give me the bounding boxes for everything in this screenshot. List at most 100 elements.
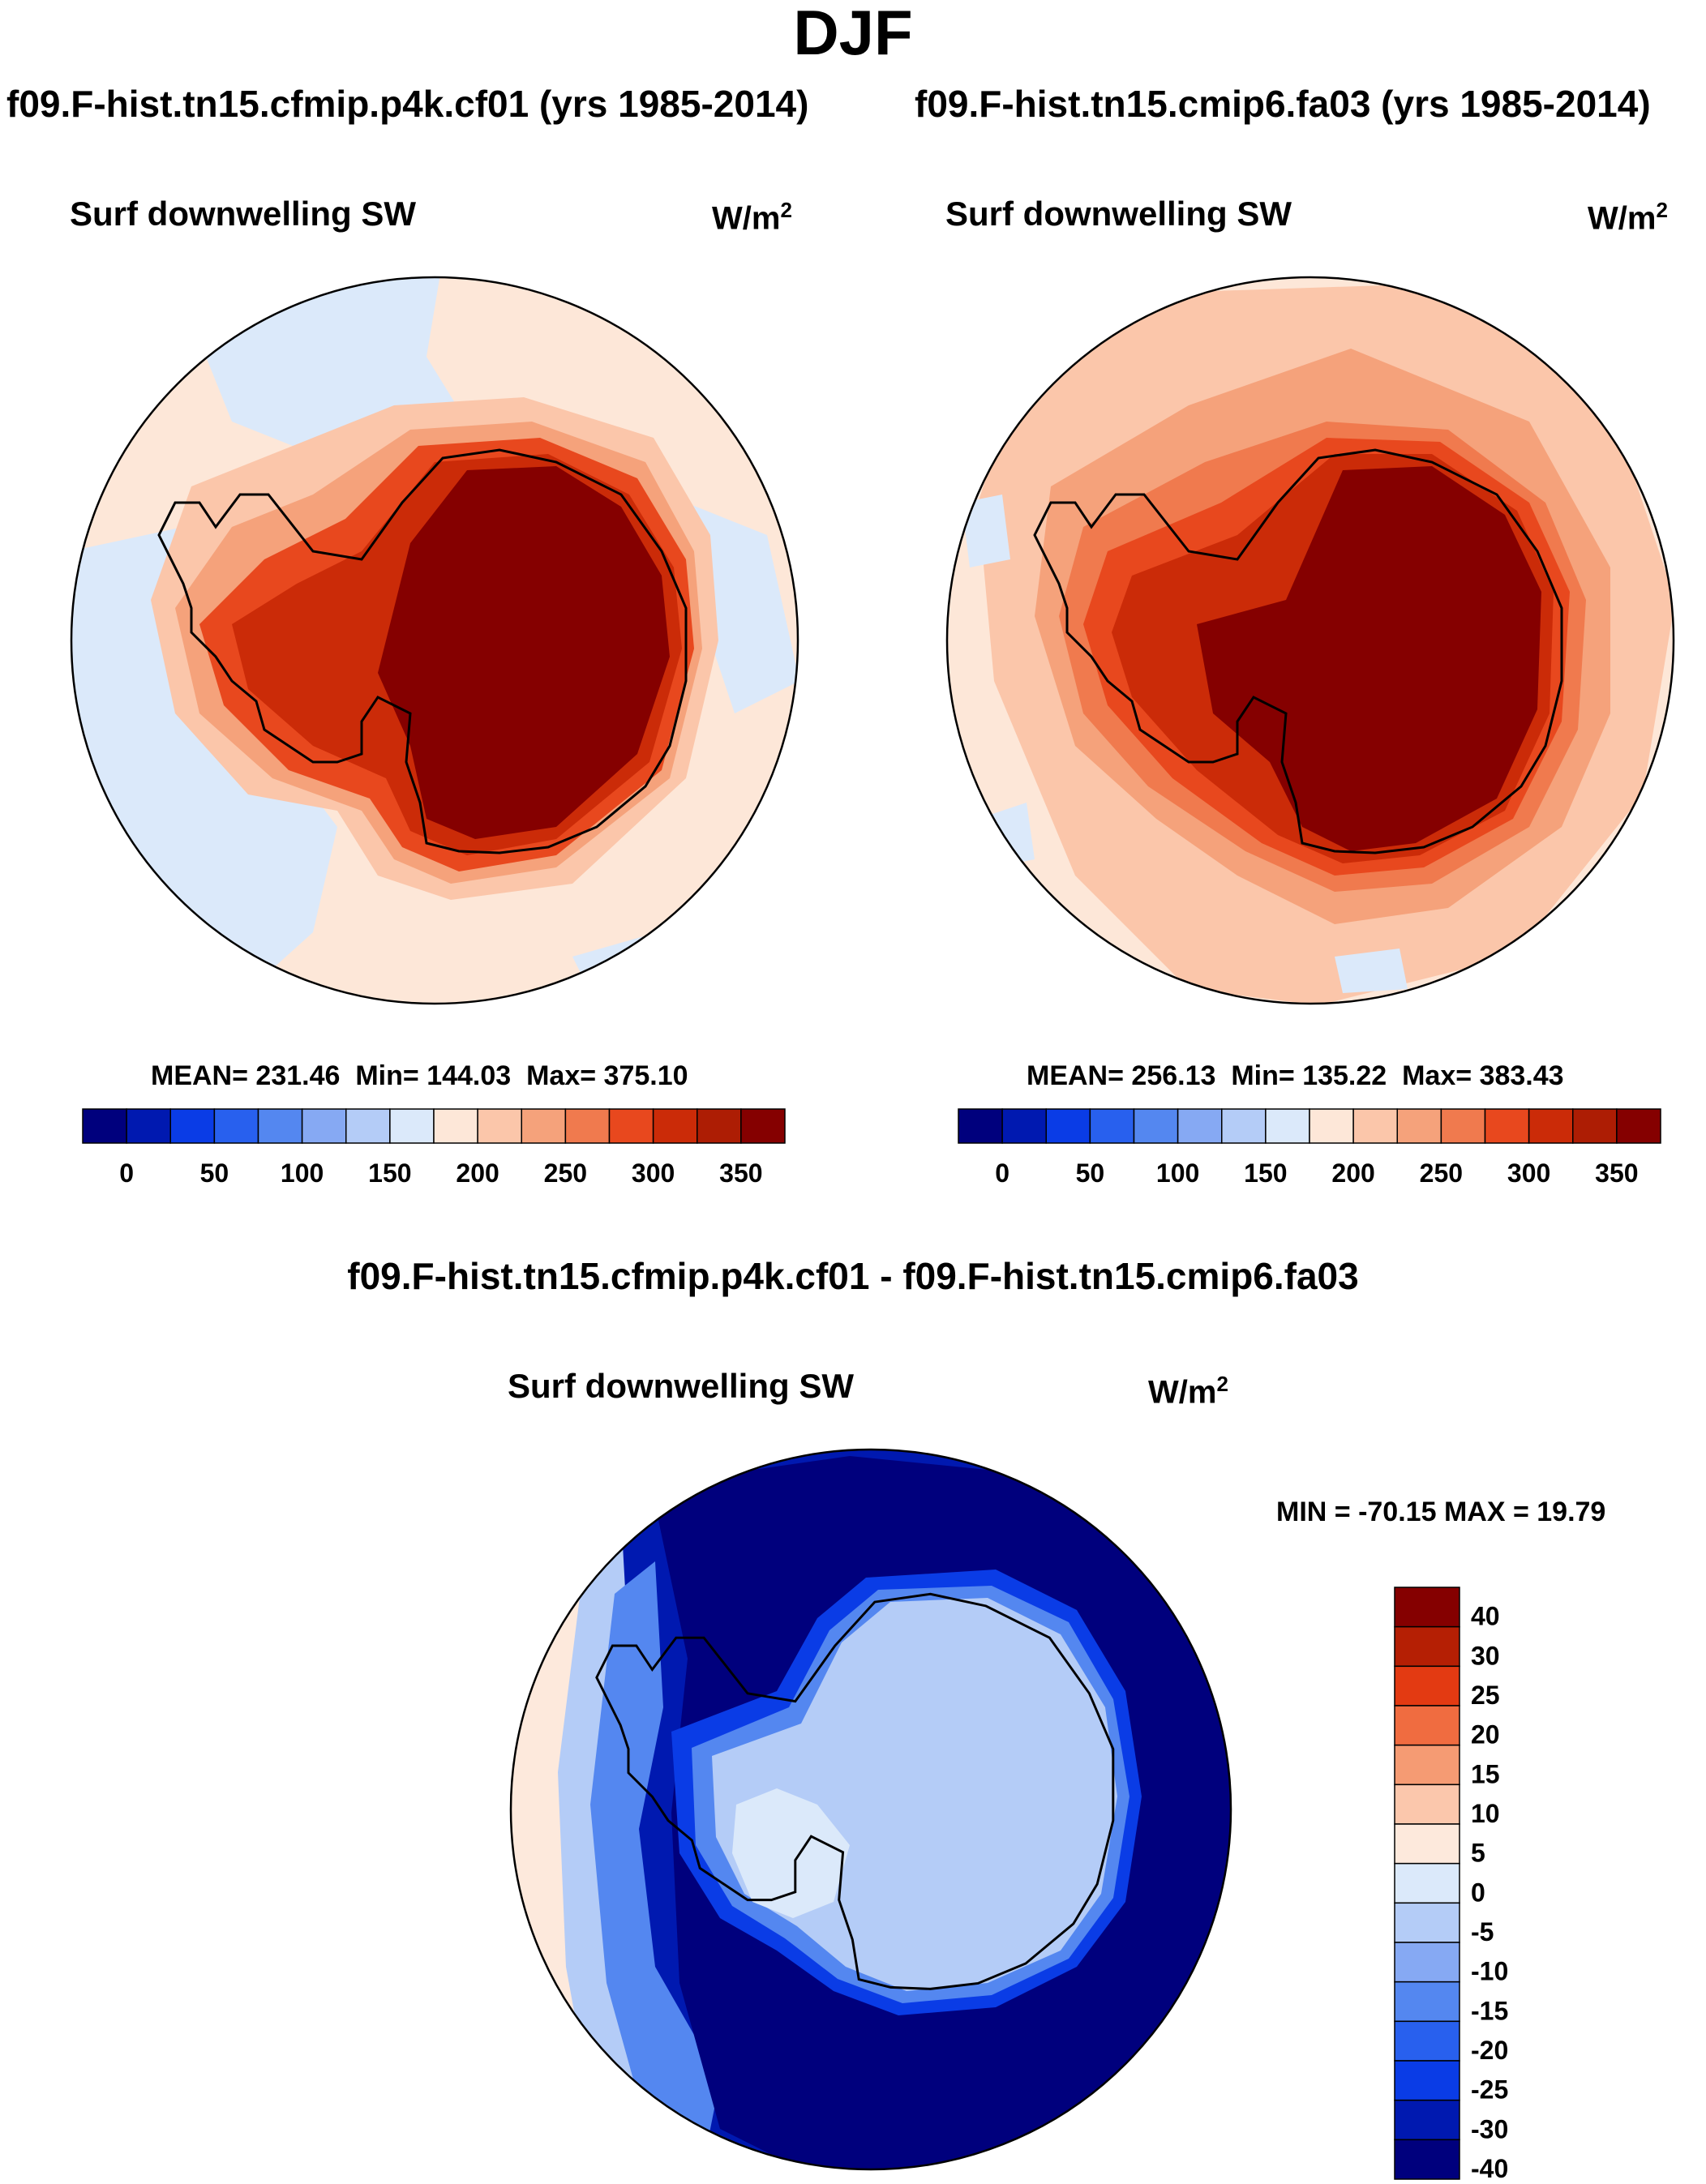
diff-colorbar-tick-10: 10 [1471, 1799, 1500, 1828]
right-unit-sup: 2 [1656, 198, 1668, 222]
right-colorbar-tick-350: 350 [1595, 1158, 1638, 1188]
right-variable-label: Surf downwelling SW [945, 195, 1292, 233]
right-colorbar-swatch-11 [1440, 1108, 1486, 1144]
right-colorbar-swatch-1 [1001, 1108, 1047, 1144]
left-stats: MEAN= 231.46 Min= 144.03 Max= 375.10 [151, 1060, 688, 1092]
diff-contour-m15-west [590, 1561, 720, 2161]
right-colorbar-swatch-13 [1528, 1108, 1574, 1144]
right-colorbar-tick-250: 250 [1420, 1158, 1463, 1188]
left-colorbar-swatch-14 [697, 1108, 742, 1144]
right-colorbar-swatch-5 [1177, 1108, 1223, 1144]
diff-unit-label: W/m2 [1148, 1372, 1228, 1411]
left-colorbar-swatch-0 [82, 1108, 127, 1144]
right-antarctica-coastline [1033, 448, 1563, 854]
right-mean-label: MEAN= [1027, 1060, 1124, 1091]
left-colorbar-swatch-1 [126, 1108, 171, 1144]
diff-colorbar-tick--5: -5 [1471, 1917, 1494, 1946]
diff-stats: MIN = -70.15 MAX = 19.79 [1276, 1497, 1605, 1528]
diff-antarctica-coastline [595, 1592, 1115, 1990]
right-colorbar-swatch-14 [1572, 1108, 1618, 1144]
right-colorbar-swatch-12 [1484, 1108, 1530, 1144]
left-unit-sup: 2 [780, 198, 792, 222]
right-low-region-southwest [978, 803, 1035, 867]
right-low-region-west [962, 495, 1010, 567]
left-colorbar-tick-250: 250 [544, 1158, 587, 1188]
left-colorbar-tick-0: 0 [119, 1158, 134, 1188]
right-min-label: Min= [1231, 1060, 1295, 1091]
left-colorbar-swatch-6 [345, 1108, 391, 1144]
diff-colorbar-swatch-8 [1394, 1902, 1460, 1943]
right-colorbar: 0 50 100 150 200 250 300 350 [954, 1106, 1667, 1195]
left-colorbar-tick-50: 50 [200, 1158, 229, 1188]
right-mean-value: 256.13 [1131, 1060, 1216, 1091]
left-colorbar-swatch-9 [477, 1108, 522, 1144]
diff-colorbar-tick-20: 20 [1471, 1720, 1500, 1749]
diff-colorbar-swatch-0 [1394, 1587, 1460, 1628]
right-colorbar-tick-100: 100 [1156, 1158, 1199, 1188]
left-unit-label: W/m2 [712, 198, 792, 237]
left-colorbar: 0 50 100 150 200 250 300 350 [78, 1106, 791, 1195]
diff-map-boundary [509, 1448, 1232, 2171]
diff-colorbar-swatch-9 [1394, 1942, 1460, 1983]
diff-colorbar-tick-15: 15 [1471, 1759, 1500, 1788]
diff-colorbar-tick--15: -15 [1471, 1996, 1508, 2025]
diff-variable-label: Surf downwelling SW [508, 1367, 854, 1405]
left-unit-text: W/m [712, 200, 781, 237]
left-colorbar-swatch-15 [740, 1108, 786, 1144]
diff-max-label: MAX = [1443, 1497, 1529, 1527]
right-map [945, 259, 1675, 1005]
diff-colorbar: 40 30 25 20 15 10 5 0 -5 -10 -15 -20 -25 -30 -40 [1391, 1584, 1554, 2184]
right-colorbar-tick-0: 0 [995, 1158, 1009, 1188]
diff-max-value: 19.79 [1537, 1497, 1606, 1527]
diff-contour-m5 [732, 1788, 850, 1918]
right-map-boundary [945, 276, 1675, 1005]
right-colorbar-swatch-6 [1221, 1108, 1267, 1144]
diff-colorbar-tick-25: 25 [1471, 1681, 1500, 1710]
left-antarctica-coastline [157, 448, 688, 854]
diff-colorbar-swatch-14 [1394, 2139, 1460, 2180]
left-panel-title: f09.F-hist.tn15.cfmip.p4k.cf01 (yrs 1985… [6, 83, 809, 125]
diff-colorbar-swatch-13 [1394, 2099, 1460, 2141]
diff-min-label: MIN = [1276, 1497, 1351, 1527]
left-map [70, 259, 799, 1005]
diff-colorbar-tick--25: -25 [1471, 2075, 1508, 2105]
left-colorbar-swatch-5 [301, 1108, 347, 1144]
left-max-label: Max= [526, 1060, 597, 1091]
right-colorbar-tick-200: 200 [1331, 1158, 1374, 1188]
figure-title: DJF [793, 0, 913, 68]
diff-panel-title: f09.F-hist.tn15.cfmip.p4k.cf01 - f09.F-h… [347, 1255, 1359, 1297]
diff-colorbar-swatch-12 [1394, 2060, 1460, 2101]
diff-colorbar-tick--10: -10 [1471, 1957, 1508, 1986]
left-colorbar-tick-100: 100 [281, 1158, 324, 1188]
diff-colorbar-tick--20: -20 [1471, 2036, 1508, 2065]
right-stats: MEAN= 256.13 Min= 135.22 Max= 383.43 [1027, 1060, 1564, 1092]
left-colorbar-swatch-7 [389, 1108, 435, 1144]
left-colorbar-tick-150: 150 [368, 1158, 411, 1188]
diff-colorbar-tick-5: 5 [1471, 1839, 1485, 1868]
diff-colorbar-tick-30: 30 [1471, 1641, 1500, 1670]
diff-colorbar-tick--40: -40 [1471, 2154, 1508, 2183]
diff-colorbar-tick-0: 0 [1471, 1878, 1485, 1907]
diff-colorbar-tick--30: -30 [1471, 2114, 1508, 2143]
diff-colorbar-swatch-4 [1394, 1744, 1460, 1786]
diff-colorbar-swatch-11 [1394, 2020, 1460, 2062]
left-colorbar-swatch-2 [169, 1108, 216, 1144]
right-colorbar-swatch-3 [1089, 1108, 1135, 1144]
right-max-label: Max= [1402, 1060, 1472, 1091]
diff-min-value: -70.15 [1358, 1497, 1437, 1527]
right-panel-title: f09.F-hist.tn15.cmip6.fa03 (yrs 1985-201… [915, 83, 1651, 125]
right-colorbar-swatch-4 [1133, 1108, 1179, 1144]
right-colorbar-swatch-8 [1309, 1108, 1354, 1144]
left-min-label: Min= [355, 1060, 419, 1091]
diff-contour-m10-west [558, 1545, 704, 2169]
left-mean-value: 231.46 [255, 1060, 341, 1091]
left-colorbar-swatch-8 [433, 1108, 478, 1144]
left-colorbar-swatch-3 [213, 1108, 259, 1144]
diff-unit-text: W/m [1148, 1374, 1217, 1411]
left-mean-label: MEAN= [151, 1060, 248, 1091]
right-max-value: 383.43 [1479, 1060, 1564, 1091]
left-variable-label: Surf downwelling SW [70, 195, 416, 233]
left-min-value: 144.03 [426, 1060, 512, 1091]
left-colorbar-swatch-11 [564, 1108, 611, 1144]
diff-map [509, 1448, 1239, 2178]
